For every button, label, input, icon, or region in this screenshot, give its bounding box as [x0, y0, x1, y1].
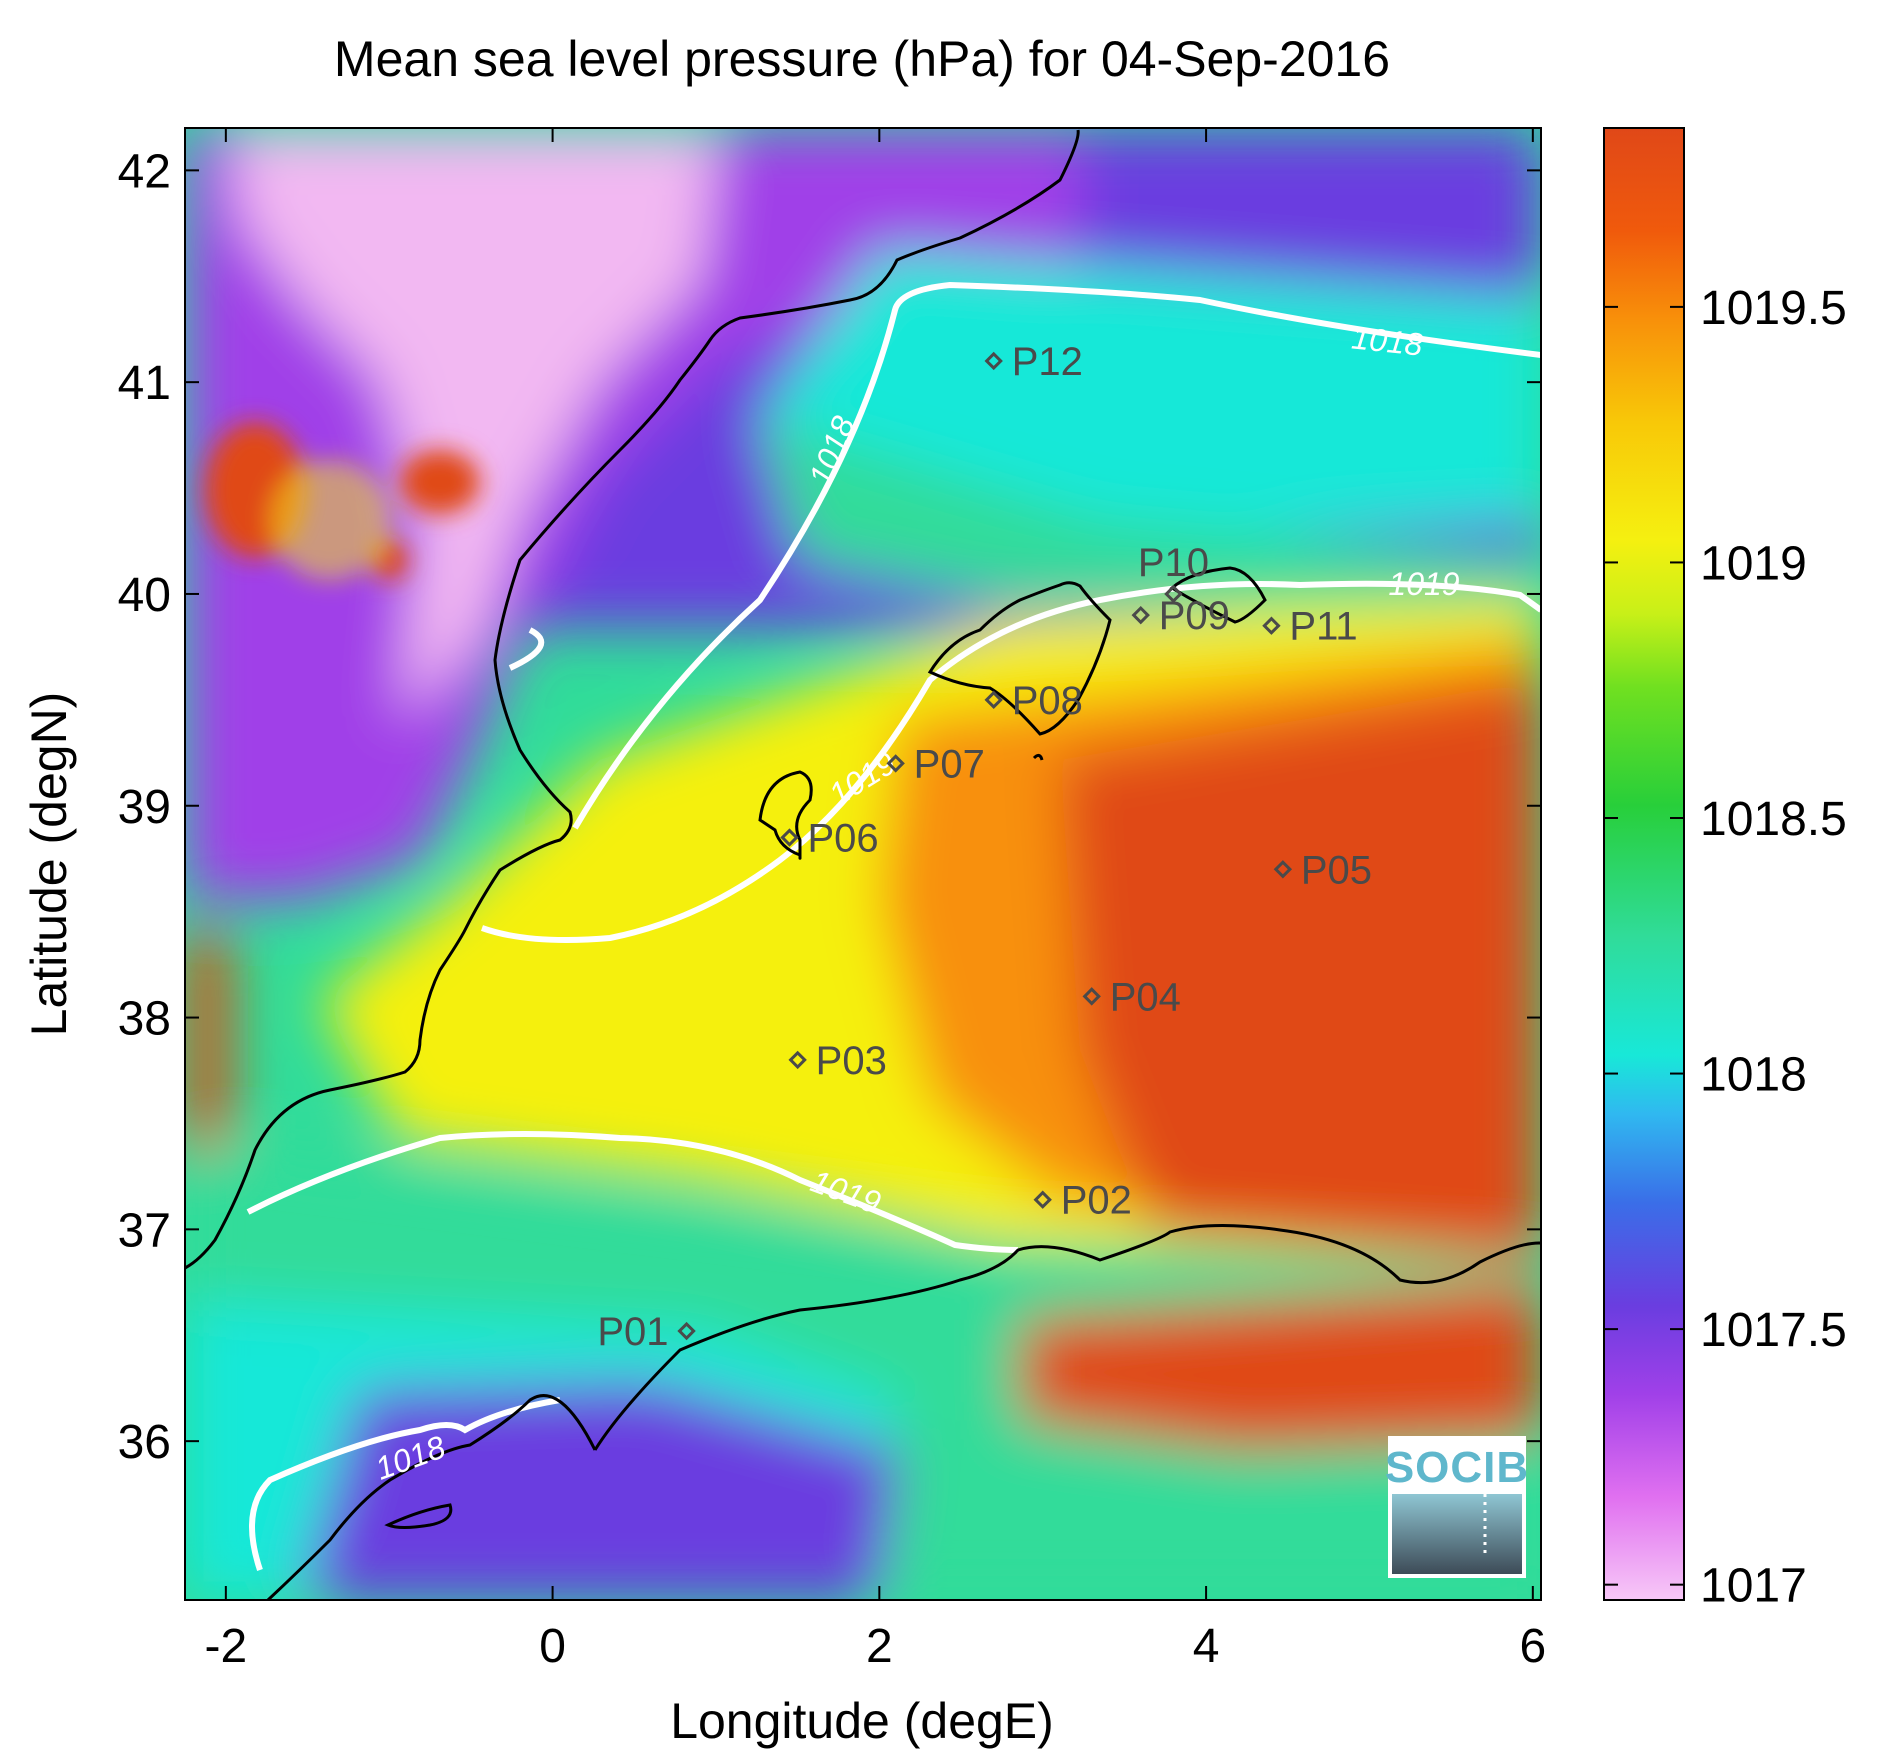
- station-markers: P01 P02 P03 P04 P05 P06 P07 P08 P09 P10 P11 P12: [597, 340, 1372, 1354]
- station-label-p04: P04: [1110, 975, 1181, 1019]
- x-tick-label: 4: [1193, 1620, 1220, 1673]
- station-marker-p03: [788, 1050, 807, 1070]
- colorbar-tick-label: 1017.5: [1700, 1304, 1847, 1357]
- colorbar-tick-label: 1019.5: [1700, 282, 1847, 335]
- map-frame: [184, 127, 1542, 1601]
- contour-1018: [249, 281, 1541, 1571]
- x-tick-label: 2: [866, 1620, 893, 1673]
- station-marker-p08: [984, 690, 1003, 710]
- station-label-p01: P01: [597, 1310, 668, 1354]
- contour-label-1018-east: 1018: [1350, 319, 1425, 362]
- station-label-p12: P12: [1012, 340, 1083, 384]
- colorbar-tick-label: 1019: [1700, 537, 1807, 590]
- colorbar-ticks: 1017 1017.5 1018 1018.5 1019 1019.5: [1604, 282, 1847, 1613]
- station-marker-p05: [1273, 860, 1293, 879]
- station-label-p10: P10: [1138, 541, 1209, 585]
- station-marker-p11: [1262, 616, 1281, 635]
- y-tick-label: 39: [118, 781, 171, 834]
- coastline: [185, 129, 1541, 1600]
- x-tick-label: 0: [539, 1620, 566, 1673]
- colorbar-tick-label: 1018.5: [1700, 793, 1847, 846]
- station-marker-p02: [1033, 1190, 1052, 1209]
- map-title: Mean sea level pressure (hPa) for 04-Sep…: [334, 31, 1390, 87]
- y-axis-label: Latitude (degN): [21, 692, 77, 1037]
- station-marker-p12: [984, 351, 1003, 371]
- station-marker-p04: [1082, 987, 1101, 1006]
- contour-label-1019-east: 1019: [1388, 566, 1459, 602]
- x-tick-label: 6: [1519, 1620, 1546, 1673]
- colorbar-tick-label: 1018: [1700, 1049, 1807, 1102]
- station-marker-p10: [1164, 584, 1183, 604]
- logo-text: SOCIB: [1385, 1443, 1529, 1492]
- station-label-p11: P11: [1289, 605, 1357, 649]
- station-marker-p09: [1131, 605, 1150, 625]
- y-tick-label: 36: [118, 1416, 171, 1469]
- pressure-field: [185, 128, 1541, 1600]
- station-label-p03: P03: [816, 1039, 887, 1083]
- station-label-p09: P09: [1159, 594, 1230, 638]
- station-label-p07: P07: [914, 742, 985, 786]
- station-label-p02: P02: [1061, 1179, 1132, 1223]
- station-marker-p06: [780, 828, 799, 847]
- station-marker-p07: [886, 754, 905, 773]
- colorbar-tick-label: 1017: [1700, 1560, 1807, 1613]
- y-tick-label: 41: [118, 357, 171, 410]
- y-tick-label: 37: [118, 1204, 171, 1257]
- x-tick-label: -2: [204, 1620, 247, 1673]
- axes: -2 0 2 4 6 36 37 38 39 40 41 42: [118, 128, 1546, 1673]
- x-axis-label: Longitude (degE): [670, 1693, 1054, 1749]
- station-label-p05: P05: [1301, 848, 1372, 892]
- colorbar: [1603, 127, 1685, 1601]
- y-tick-label: 42: [118, 145, 171, 198]
- station-label-p06: P06: [807, 817, 878, 861]
- socib-logo: SOCIB: [1385, 1436, 1529, 1578]
- station-marker-p01: [677, 1321, 696, 1341]
- y-tick-label: 40: [118, 569, 171, 622]
- y-tick-label: 38: [118, 993, 171, 1046]
- station-label-p08: P08: [1012, 679, 1083, 723]
